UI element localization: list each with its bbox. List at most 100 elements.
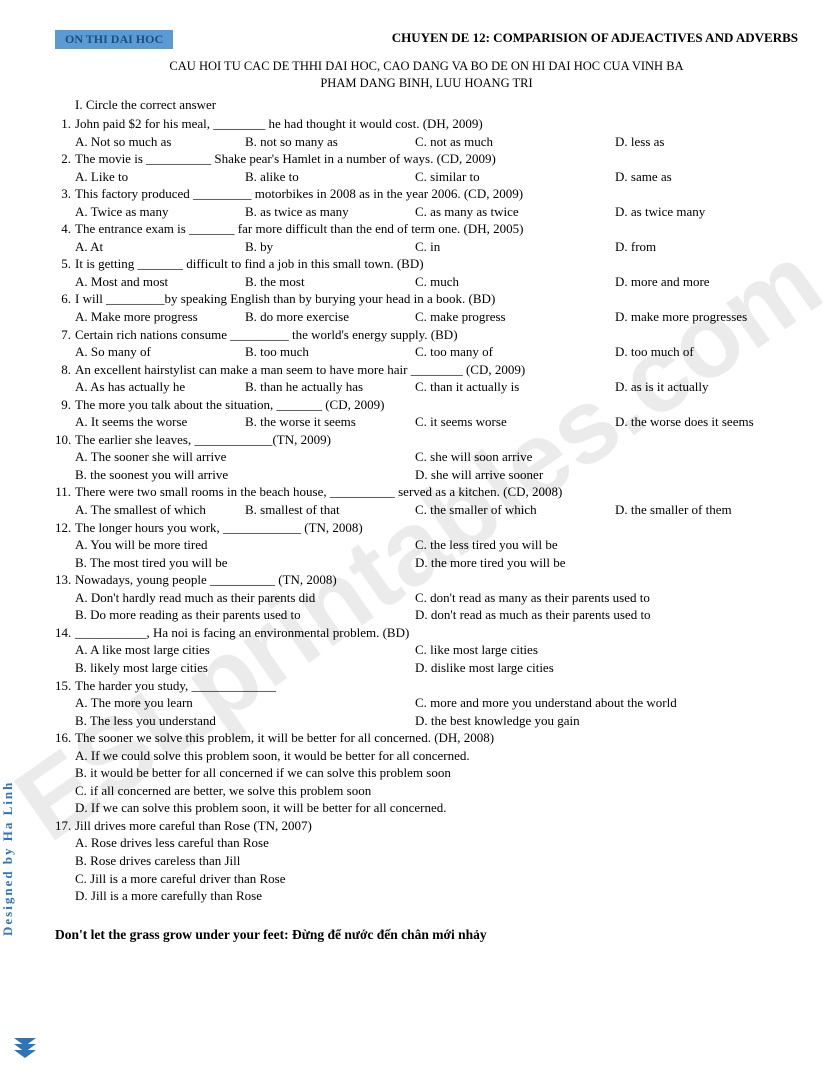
option: A. So many of [75,343,245,361]
question-number: 6. [55,290,75,308]
option: A. Most and most [75,273,245,291]
option: D. make more progresses [615,308,798,326]
question-row: 6.I will _________by speaking English th… [55,290,798,308]
option: D. Jill is a more carefully than Rose [55,887,798,905]
footer-proverb: Don't let the grass grow under your feet… [55,927,798,943]
options-row: A. AtB. byC. inD. from [55,238,798,256]
option: C. she will soon arrive [415,448,798,466]
question-number: 13. [55,571,75,589]
option: C. if all concerned are better, we solve… [55,782,798,800]
question-text: The entrance exam is _______ far more di… [75,220,798,238]
option: A. Twice as many [75,203,245,221]
options-row: A. It seems the worseB. the worse it see… [55,413,798,431]
option: B. too much [245,343,415,361]
question-row: 2.The movie is __________ Shake pear's H… [55,150,798,168]
options-row: B. Do more reading as their parents used… [55,606,798,624]
option: D. dislike most large cities [415,659,798,677]
question-number: 2. [55,150,75,168]
question-row: 4.The entrance exam is _______ far more … [55,220,798,238]
question-row: 16.The sooner we solve this problem, it … [55,729,798,747]
question-text: I will _________by speaking English than… [75,290,798,308]
option: C. the smaller of which [415,501,615,519]
question-row: 14.___________, Ha noi is facing an envi… [55,624,798,642]
option: C. Jill is a more careful driver than Ro… [55,870,798,888]
question-text: The longer hours you work, ____________ … [75,519,798,537]
option: C. not as much [415,133,615,151]
options-row: A. The sooner she will arriveC. she will… [55,448,798,466]
option: B. the worse it seems [245,413,415,431]
question-row: 9.The more you talk about the situation,… [55,396,798,414]
subtitle-2: PHAM DANG BINH, LUU HOANG TRI [55,76,798,91]
options-row: B. The most tired you will beD. the more… [55,554,798,572]
option: C. make progress [415,308,615,326]
question-text: There were two small rooms in the beach … [75,483,798,501]
options-row: A. Twice as manyB. as twice as manyC. as… [55,203,798,221]
option: D. the worse does it seems [615,413,798,431]
question-row: 17.Jill drives more careful than Rose (T… [55,817,798,835]
option: D. as is it actually [615,378,798,396]
option: C. the less tired you will be [415,536,798,554]
option: A. You will be more tired [75,536,415,554]
option: D. If we can solve this problem soon, it… [55,799,798,817]
question-number: 14. [55,624,75,642]
page: ON THI DAI HOC CHUYEN DE 12: COMPARISION… [0,0,838,963]
option: A. Make more progress [75,308,245,326]
option: C. too many of [415,343,615,361]
question-text: This factory produced _________ motorbik… [75,185,798,203]
question-number: 7. [55,326,75,344]
option: A. The sooner she will arrive [75,448,415,466]
question-number: 3. [55,185,75,203]
question-text: Jill drives more careful than Rose (TN, … [75,817,798,835]
option: A. Rose drives less careful than Rose [55,834,798,852]
options-row: A. Most and mostB. the mostC. muchD. mor… [55,273,798,291]
option: A. The smallest of which [75,501,245,519]
question-number: 9. [55,396,75,414]
option: B. the most [245,273,415,291]
question-number: 10. [55,431,75,449]
question-text: The more you talk about the situation, _… [75,396,798,414]
question-text: John paid $2 for his meal, ________ he h… [75,115,798,133]
option: B. smallest of that [245,501,415,519]
option: B. it would be better for all concerned … [55,764,798,782]
option: D. more and more [615,273,798,291]
question-text: The earlier she leaves, ____________(TN,… [75,431,798,449]
option: A. Don't hardly read much as their paren… [75,589,415,607]
option: D. from [615,238,798,256]
question-row: 15.The harder you study, _____________ [55,677,798,695]
option: B. than he actually has [245,378,415,396]
question-text: It is getting _______ difficult to find … [75,255,798,273]
option: D. less as [615,133,798,151]
option: B. do more exercise [245,308,415,326]
question-row: 11.There were two small rooms in the bea… [55,483,798,501]
option: B. not so many as [245,133,415,151]
option: D. too much of [615,343,798,361]
options-row: B. The less you understandD. the best kn… [55,712,798,730]
question-row: 1.John paid $2 for his meal, ________ he… [55,115,798,133]
question-row: 7.Certain rich nations consume _________… [55,326,798,344]
question-number: 11. [55,483,75,501]
options-row: B. the soonest you will arriveD. she wil… [55,466,798,484]
instruction: I. Circle the correct answer [75,97,798,113]
question-text: The harder you study, _____________ [75,677,798,695]
option: D. she will arrive sooner [415,466,798,484]
questions-container: 1.John paid $2 for his meal, ________ he… [55,115,798,905]
option: A. As has actually he [75,378,245,396]
options-row: A. Make more progressB. do more exercise… [55,308,798,326]
option: D. the more tired you will be [415,554,798,572]
header-title: CHUYEN DE 12: COMPARISION OF ADJEACTIVES… [193,30,798,46]
option: A. At [75,238,245,256]
question-row: 10.The earlier she leaves, ____________(… [55,431,798,449]
options-row: A. The smallest of whichB. smallest of t… [55,501,798,519]
option: C. it seems worse [415,413,615,431]
question-text: The movie is __________ Shake pear's Ham… [75,150,798,168]
header-row: ON THI DAI HOC CHUYEN DE 12: COMPARISION… [55,30,798,49]
question-number: 1. [55,115,75,133]
question-text: ___________, Ha noi is facing an environ… [75,624,798,642]
options-row: A. As has actually heB. than he actually… [55,378,798,396]
option: B. as twice as many [245,203,415,221]
option: B. the soonest you will arrive [75,466,415,484]
option: C. much [415,273,615,291]
option: A. If we could solve this problem soon, … [55,747,798,765]
option: B. likely most large cities [75,659,415,677]
option: D. as twice many [615,203,798,221]
